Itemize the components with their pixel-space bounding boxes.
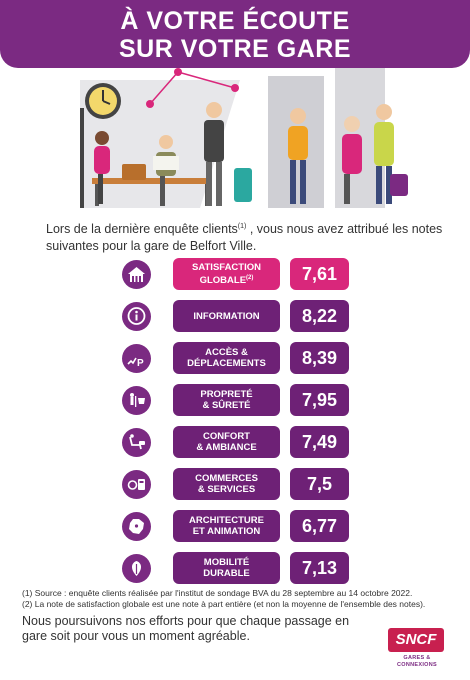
header-title-line1: À VOTRE ÉCOUTE	[120, 7, 350, 35]
bench	[92, 178, 212, 184]
footnote-1: (1) Source : enquête clients réalisée pa…	[22, 588, 413, 598]
rating-label: INFORMATION	[173, 300, 280, 332]
svg-text:P: P	[137, 358, 144, 369]
rating-label: CONFORT & AMBIANCE	[173, 426, 280, 458]
suitcase-icon	[234, 168, 252, 202]
sncf-logo: SNCF GARES & CONNEXIONS	[388, 628, 446, 674]
rating-label: MOBILITÉ DURABLE	[173, 552, 280, 584]
traveler-woman	[95, 131, 109, 145]
traveler-businessman	[206, 102, 222, 118]
station-icon	[122, 260, 151, 289]
france-map-icon	[122, 512, 151, 541]
cleaning-security-icon	[122, 386, 151, 415]
mobility-icon	[122, 554, 151, 583]
rating-score: 8,22	[290, 300, 349, 332]
rating-label: PROPRETÉ & SÛRETÉ	[173, 384, 280, 416]
rating-label: ARCHITECTURE ET ANIMATION	[173, 510, 280, 542]
rating-row-mobility: MOBILITÉ DURABLE 7,13	[0, 552, 470, 584]
traveler-teen	[290, 108, 306, 124]
info-icon	[122, 302, 151, 331]
sncf-logo-subtitle: GARES & CONNEXIONS	[397, 655, 437, 668]
station-illustration	[80, 68, 408, 208]
closing-text: Nous poursuivons nos efforts pour que ch…	[22, 614, 350, 643]
connection-dot	[231, 84, 239, 92]
access-parking-icon: P	[122, 344, 151, 373]
rating-score: 7,13	[290, 552, 349, 584]
rating-row-information: INFORMATION 8,22	[0, 300, 470, 332]
intro-text: Lors de la dernière enquête clients(1) ,…	[46, 218, 446, 255]
rating-score: 8,39	[290, 342, 349, 374]
rating-label: SATISFACTION GLOBALE(2)	[173, 258, 280, 290]
shops-icon	[122, 470, 151, 499]
intro-part1: Lors de la dernière enquête clients	[46, 222, 238, 237]
connection-dot	[174, 68, 182, 76]
rating-score: 7,49	[290, 426, 349, 458]
intro-part2: , vous nous avez attribué les notes suiv…	[46, 222, 443, 254]
rating-score: 7,95	[290, 384, 349, 416]
header-title-line2: SUR VOTRE GARE	[118, 35, 352, 63]
header-banner: À VOTRE ÉCOUTE SUR VOTRE GARE	[0, 0, 470, 68]
rating-row-access: P ACCÈS & DÉPLACEMENTS 8,39	[0, 342, 470, 374]
traveler-elderly	[344, 116, 360, 132]
traveler-reader	[159, 135, 173, 149]
clock-post	[80, 108, 84, 208]
rating-label: COMMERCES & SERVICES	[173, 468, 280, 500]
footnotes: (1) Source : enquête clients réalisée pa…	[22, 588, 462, 610]
handbag-icon	[390, 174, 408, 196]
rating-row-architecture: ARCHITECTURE ET ANIMATION 6,77	[0, 510, 470, 542]
intro-footnote-ref: (1)	[237, 223, 247, 230]
rating-score: 7,61	[290, 258, 349, 290]
rating-score: 6,77	[290, 510, 349, 542]
rating-row-comfort: CONFORT & AMBIANCE 7,49	[0, 426, 470, 458]
rating-row-satisfaction: SATISFACTION GLOBALE(2) 7,61	[0, 258, 470, 290]
rating-row-shops: COMMERCES & SERVICES 7,5	[0, 468, 470, 500]
rating-label: ACCÈS & DÉPLACEMENTS	[173, 342, 280, 374]
station-agent	[376, 104, 392, 120]
connection-dot	[146, 100, 154, 108]
footnote-2: (2) La note de satisfaction globale est …	[22, 599, 426, 609]
rating-score: 7,5	[290, 468, 349, 500]
rating-row-cleanliness: PROPRETÉ & SÛRETÉ 7,95	[0, 384, 470, 416]
sncf-logo-mark: SNCF	[388, 628, 444, 652]
comfort-icon	[122, 428, 151, 457]
